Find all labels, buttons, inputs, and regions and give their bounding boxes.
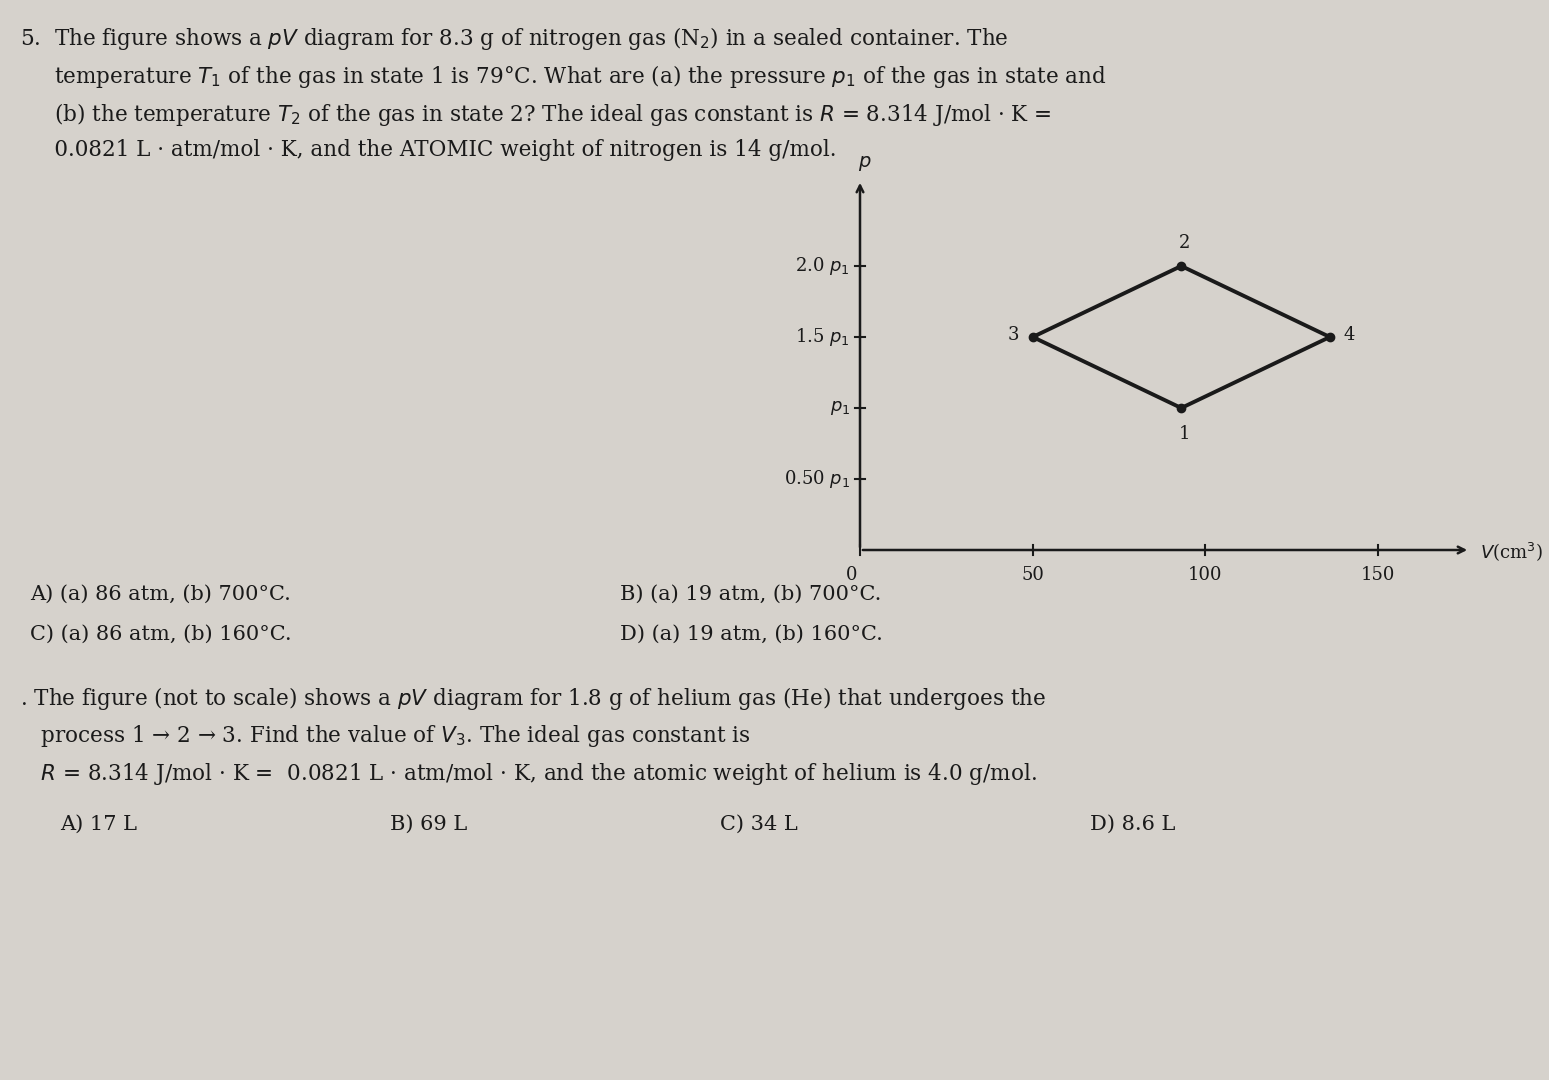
Text: D) 8.6 L: D) 8.6 L [1090, 815, 1176, 834]
Text: $p$: $p$ [858, 154, 872, 173]
Text: 50: 50 [1021, 566, 1044, 584]
Text: 3: 3 [1007, 326, 1019, 345]
Text: (b) the temperature $T_2$ of the gas in state 2? The ideal gas constant is $R$ =: (b) the temperature $T_2$ of the gas in … [20, 102, 1052, 129]
Text: 0.0821 L · atm/mol · K, and the ATOMIC weight of nitrogen is 14 g/mol.: 0.0821 L · atm/mol · K, and the ATOMIC w… [20, 139, 836, 161]
Text: 2: 2 [1179, 234, 1190, 252]
Text: A) (a) 86 atm, (b) 700°C.: A) (a) 86 atm, (b) 700°C. [29, 585, 291, 604]
Text: 4: 4 [1345, 326, 1355, 345]
Text: 0: 0 [846, 566, 858, 584]
Text: $R$ = 8.314 J/mol · K =  0.0821 L · atm/mol · K, and the atomic weight of helium: $R$ = 8.314 J/mol · K = 0.0821 L · atm/m… [20, 761, 1036, 787]
Text: $V$(cm$^3$): $V$(cm$^3$) [1479, 540, 1543, 564]
Text: B) (a) 19 atm, (b) 700°C.: B) (a) 19 atm, (b) 700°C. [620, 585, 881, 604]
Text: . The figure (not to scale) shows a $pV$ diagram for 1.8 g of helium gas (He) th: . The figure (not to scale) shows a $pV$… [20, 685, 1046, 712]
Text: 5.  The figure shows a $pV$ diagram for 8.3 g of nitrogen gas (N$_2$) in a seale: 5. The figure shows a $pV$ diagram for 8… [20, 25, 1008, 52]
Text: 100: 100 [1188, 566, 1222, 584]
Text: $p_1$: $p_1$ [830, 399, 850, 417]
Text: 150: 150 [1362, 566, 1396, 584]
Text: D) (a) 19 atm, (b) 160°C.: D) (a) 19 atm, (b) 160°C. [620, 625, 883, 644]
Text: A) 17 L: A) 17 L [60, 815, 136, 834]
Text: 2.0 $p_1$: 2.0 $p_1$ [795, 255, 850, 276]
Text: C) (a) 86 atm, (b) 160°C.: C) (a) 86 atm, (b) 160°C. [29, 625, 291, 644]
Text: C) 34 L: C) 34 L [720, 815, 798, 834]
Text: process 1 → 2 → 3. Find the value of $V_3$. The ideal gas constant is: process 1 → 2 → 3. Find the value of $V_… [20, 723, 751, 750]
Text: 1.5 $p_1$: 1.5 $p_1$ [795, 326, 850, 348]
Text: 0.50 $p_1$: 0.50 $p_1$ [784, 468, 850, 490]
Text: B) 69 L: B) 69 L [390, 815, 468, 834]
Text: 1: 1 [1179, 426, 1190, 443]
Text: temperature $T_1$ of the gas in state 1 is 79°C. What are (a) the pressure $p_1$: temperature $T_1$ of the gas in state 1 … [20, 63, 1106, 90]
